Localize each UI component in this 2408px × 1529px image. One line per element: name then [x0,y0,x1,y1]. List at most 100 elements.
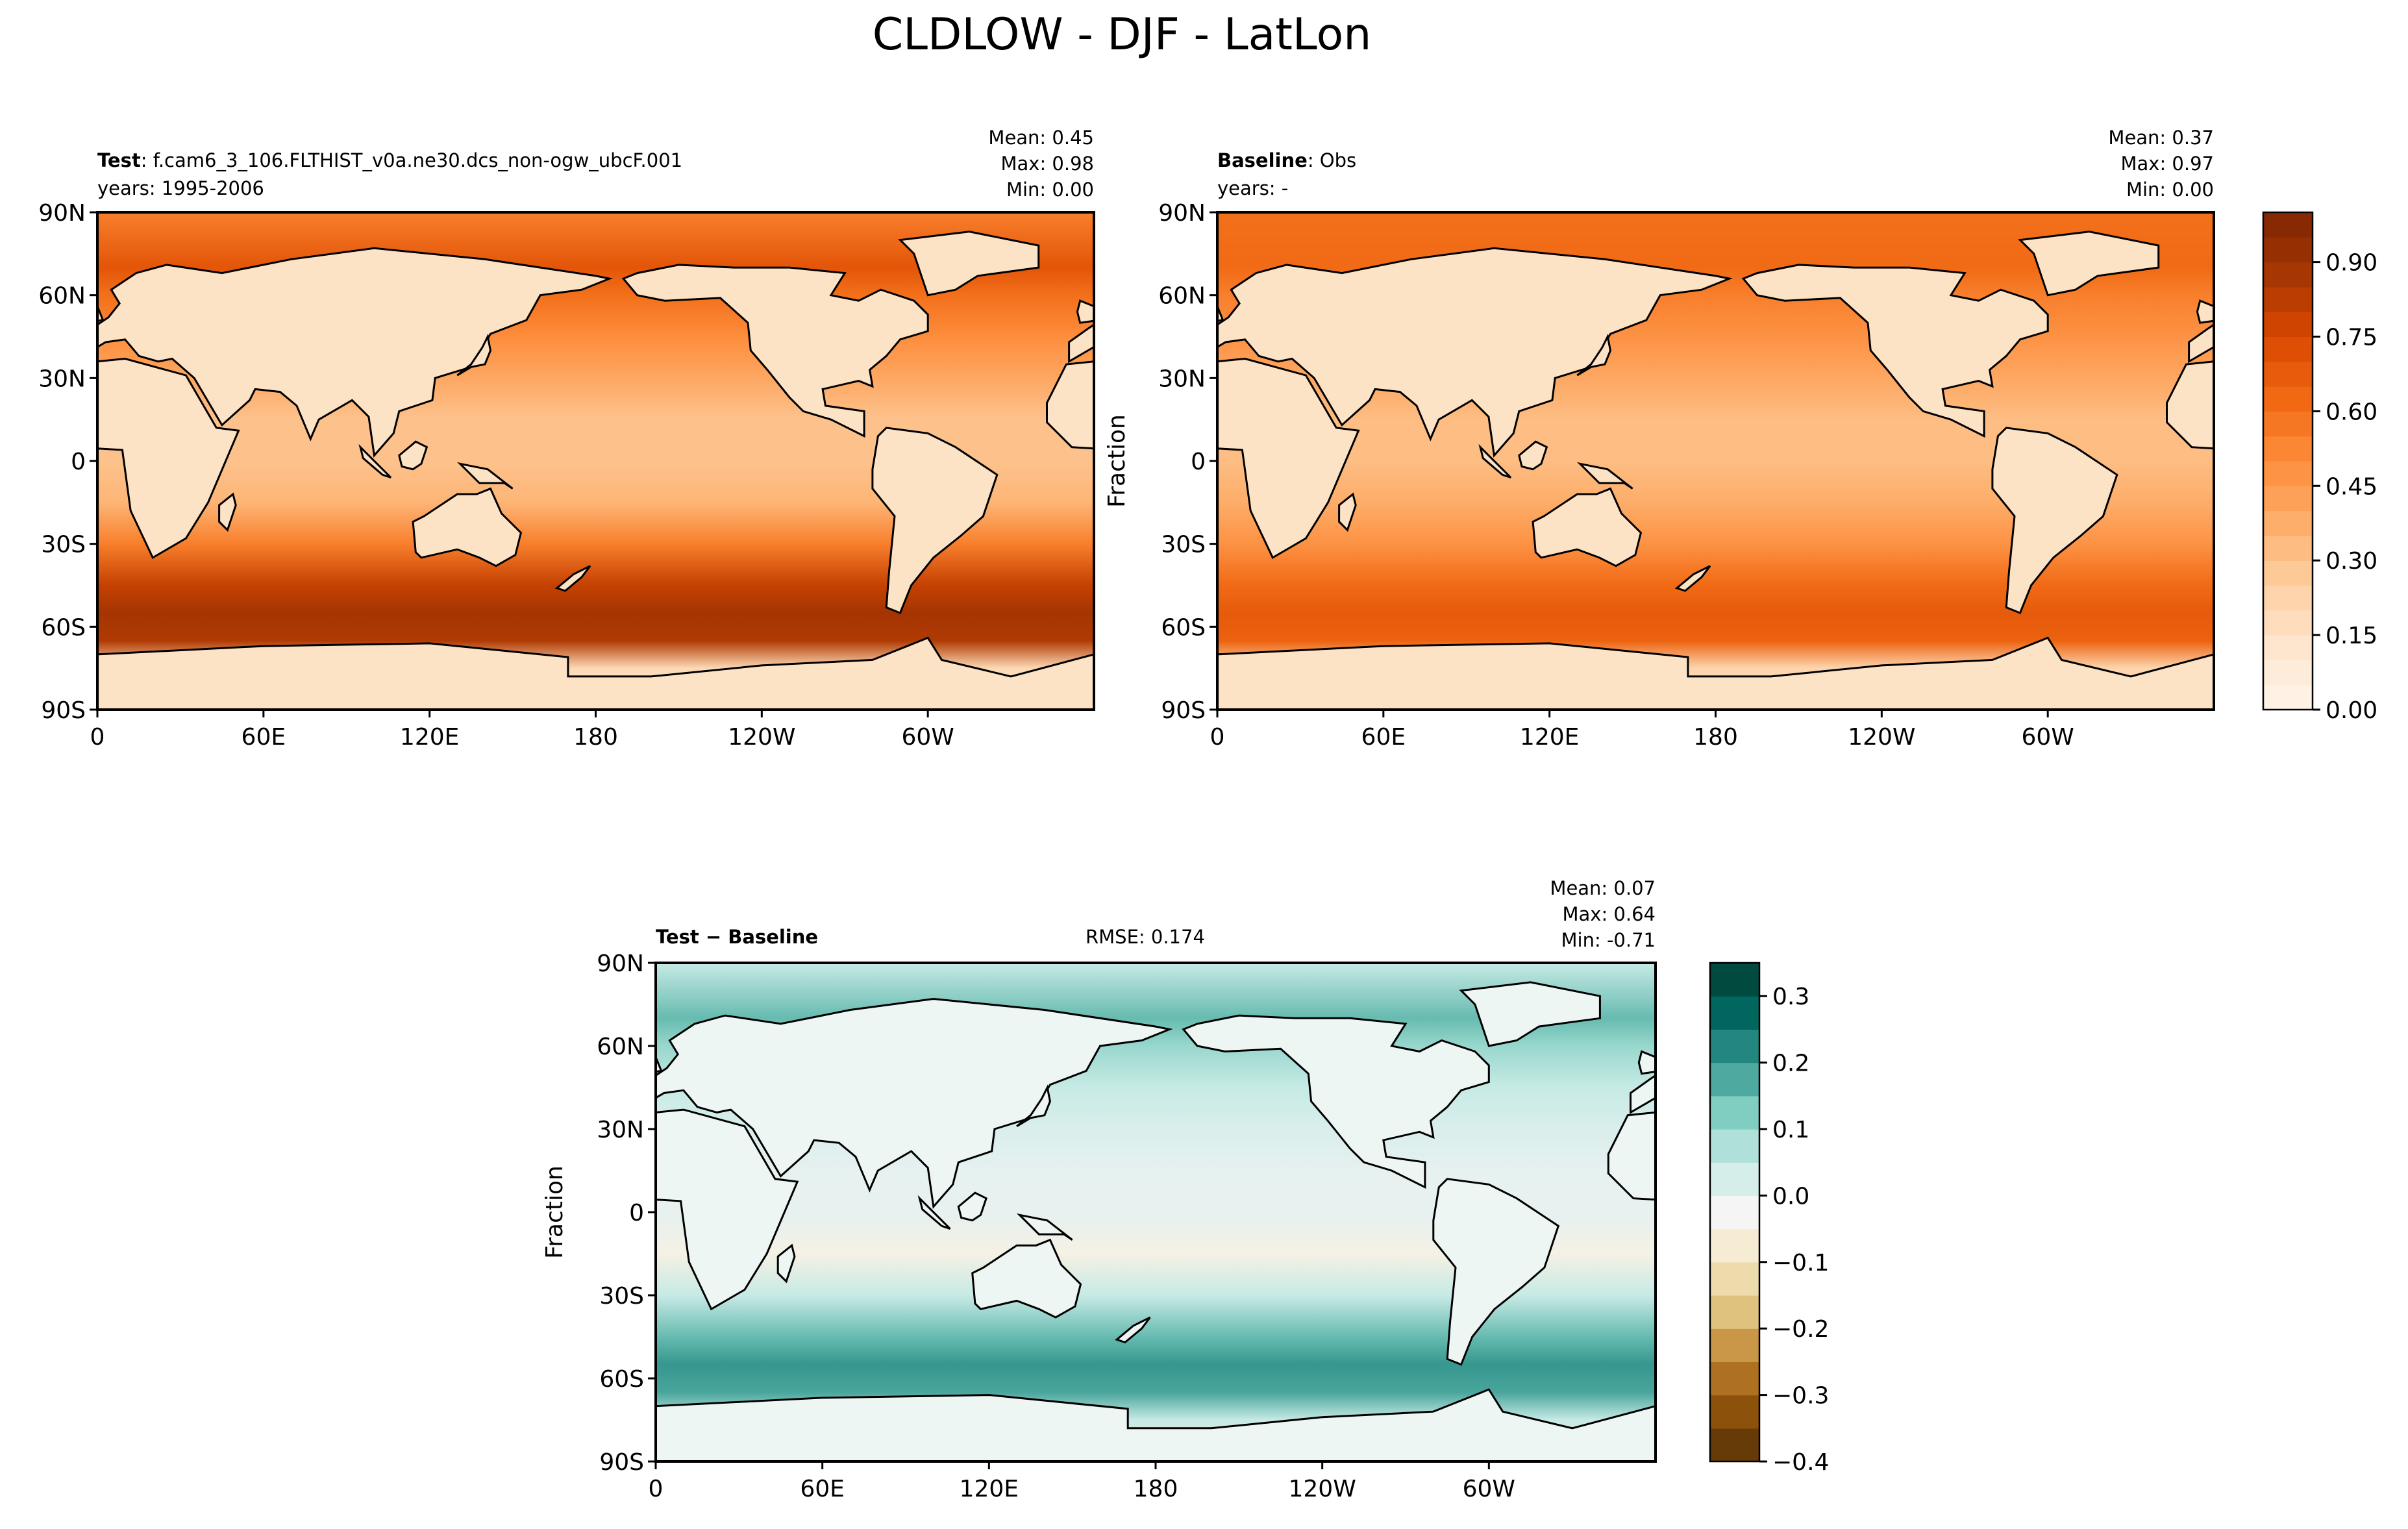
x-tick-label: 120E [400,724,459,751]
colorbar-div-tick-label: −0.2 [1772,1316,1829,1343]
y-tick-label: 90S [41,697,86,724]
coastline-australia [412,487,523,567]
x-tick-label: 180 [1134,1476,1178,1502]
colorbar-div-level [1710,1228,1759,1263]
x-tick-label: 60E [1361,724,1406,751]
colorbar-seq-tick-label: 0.30 [2326,548,2377,575]
colorbar-div-tick-label: −0.4 [1772,1449,1829,1476]
coastline-eurasia [97,247,614,458]
test-max: Max: 0.98 [1000,153,1094,175]
diff-max: Max: 0.64 [1562,903,1656,925]
coastline-antarctica [1217,636,2214,710]
colorbar-seq-tick-label: 0.90 [2326,250,2377,277]
colorbar-div-level [1710,1162,1759,1196]
baseline-label-text: : Obs [1308,149,1356,171]
colorbar-seq-level [2263,684,2313,710]
colorbar-seq-level [2263,336,2313,362]
colorbar-div-tick-label: 0.3 [1772,984,1809,1010]
coastline-eurasia [1630,1074,1656,1115]
colorbar-seq-level [2263,486,2313,512]
coastline-newguinea [1016,1213,1073,1241]
colorbar-div-level [1710,1395,1759,1429]
diff-min: Min: -0.71 [1561,929,1656,951]
coastline-samerica [871,427,999,615]
colorbar-seq-level [2263,610,2313,636]
coastline-greenland [898,230,1040,297]
coastline-antarctica [656,1388,1656,1461]
colorbar-seq-level [2263,535,2313,561]
colorbar-div-level [1710,1029,1759,1063]
coastline-africa [656,1108,799,1311]
coastline-nz [1115,1316,1151,1344]
colorbar-div-level [1710,996,1759,1030]
y-tick-label: 30N [38,366,86,392]
colorbar-div-level [1710,1428,1759,1462]
y-tick-label: 90N [38,200,86,227]
colorbar-div-tick-label: 0.0 [1772,1183,1809,1210]
x-tick-label: 60W [1463,1476,1515,1502]
coastline-greenland [1459,981,1601,1047]
y-tick-label: 60S [1161,614,1206,641]
coastline-antarctica [97,636,1094,710]
test-years: years: 1995-2006 [97,177,264,199]
colorbar-seq-level [2263,660,2313,686]
diff-mean: Mean: 0.07 [1550,877,1656,899]
coastline-samerica [1432,1178,1560,1366]
y-tick-label: 60N [597,1034,644,1060]
colorbar-seq-tick-label: 0.00 [2326,697,2377,724]
coastline-namerica [621,264,929,438]
coastline-australia [1532,487,1643,567]
y-tick-label: 0 [1191,449,1206,475]
colorbar-seq-level [2263,237,2313,263]
coastline-samerica [1991,427,2118,615]
colorbar-div-level [1710,1129,1759,1163]
figure-title: CLDLOW - DJF - LatLon [873,9,1372,60]
x-tick-label: 120E [960,1476,1019,1502]
coastline-newguinea [457,462,514,490]
coastline-borneo [957,1191,987,1222]
colorbar-seq-level [2263,212,2313,238]
colorbar-seq-level [2263,436,2313,462]
x-tick-label: 60W [2021,724,2074,751]
colorbar-div-level [1710,1095,1759,1130]
baseline-label-bold: Baseline [1217,149,1308,171]
coastline-madagascar [1338,492,1357,532]
coastline-africa [1217,357,1360,560]
diff-ylabel: Fraction [541,1165,568,1259]
coastline-newguinea [1577,462,1633,490]
y-tick-label: 30N [1158,366,1206,392]
baseline-ylabel: Fraction [1104,414,1130,508]
coastline-africa [1046,360,1094,450]
coastline-africa [97,357,240,560]
colorbar-seq-tick-label: 0.75 [2326,325,2377,351]
coastline-sumatra [358,443,392,479]
coastline-nz [554,565,591,592]
coastline-madagascar [776,1243,796,1284]
coastline-uk [1076,299,1094,324]
coastline-africa [1607,1111,1656,1201]
coastline-japan [1576,333,1612,377]
x-tick-label: 60E [800,1476,845,1502]
coastline-uk [1217,305,1224,322]
baseline-min: Min: 0.00 [2126,179,2214,201]
colorbar-seq-level [2263,510,2313,536]
colorbar-div-level [1710,1328,1759,1362]
colorbar-div-level [1710,1062,1759,1097]
colorbar-seq: 0.00 0.15 0.30 0.45 0.60 0.75 0.90 [2262,211,2377,724]
colorbar-div-tick-label: −0.1 [1772,1250,1829,1276]
diff-rmse: RMSE: 0.174 [1086,926,1205,948]
baseline-max: Max: 0.97 [2120,153,2214,175]
colorbar-seq-level [2263,262,2313,288]
coastline-uk [1637,1050,1656,1075]
x-tick-label: 60E [242,724,286,751]
coastline-uk [656,1056,663,1073]
y-tick-label: 60N [38,283,86,310]
x-tick-label: 0 [1210,724,1225,751]
y-tick-label: 90S [1161,697,1206,724]
colorbar-div-level [1710,1262,1759,1296]
colorbar-div-level [1710,963,1759,997]
x-tick-label: 120W [1848,724,1915,751]
test-min: Min: 0.00 [1006,179,1094,201]
coastline-eurasia [656,997,1173,1209]
